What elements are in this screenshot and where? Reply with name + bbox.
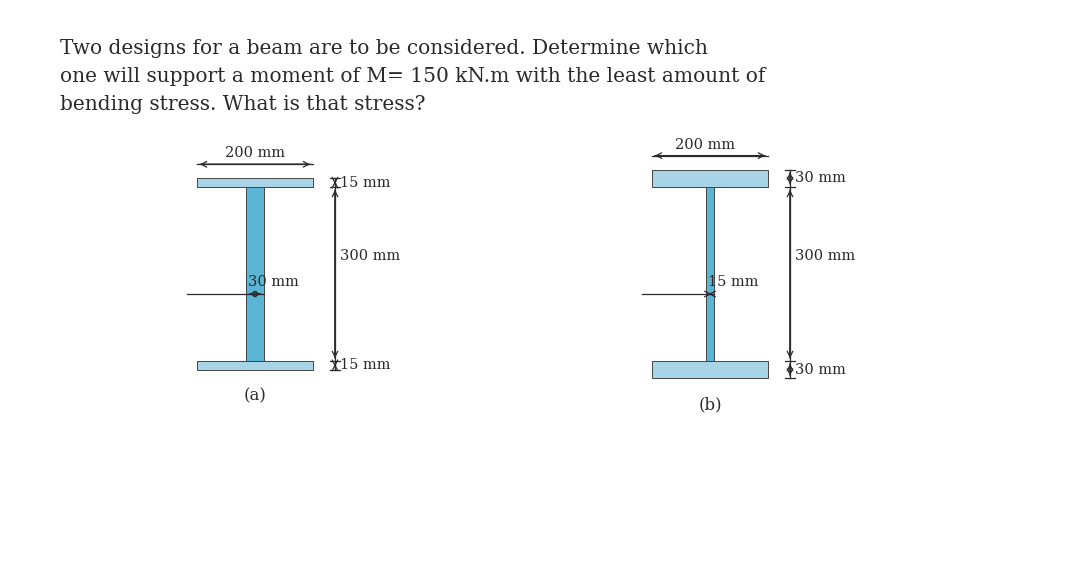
Text: 200 mm: 200 mm <box>675 138 735 151</box>
Text: 30 mm: 30 mm <box>248 275 299 289</box>
Bar <box>705 187 714 361</box>
Bar <box>197 178 313 187</box>
Text: (b): (b) <box>698 397 721 414</box>
Text: 15 mm: 15 mm <box>707 275 758 289</box>
Text: 300 mm: 300 mm <box>795 249 855 263</box>
Text: 15 mm: 15 mm <box>340 176 391 189</box>
Text: 300 mm: 300 mm <box>340 249 401 263</box>
Bar <box>652 170 768 187</box>
Text: 15 mm: 15 mm <box>340 358 391 372</box>
Text: (a): (a) <box>244 387 267 405</box>
Text: bending stress. What is that stress?: bending stress. What is that stress? <box>60 95 426 114</box>
Bar <box>246 187 264 361</box>
Bar <box>197 361 313 370</box>
Text: Two designs for a beam are to be considered. Determine which: Two designs for a beam are to be conside… <box>60 39 707 58</box>
Text: 30 mm: 30 mm <box>795 171 846 185</box>
Bar <box>652 361 768 378</box>
Text: 200 mm: 200 mm <box>225 146 285 160</box>
Text: one will support a moment of M= 150 kN.m with the least amount of: one will support a moment of M= 150 kN.m… <box>60 67 766 86</box>
Text: 30 mm: 30 mm <box>795 362 846 377</box>
